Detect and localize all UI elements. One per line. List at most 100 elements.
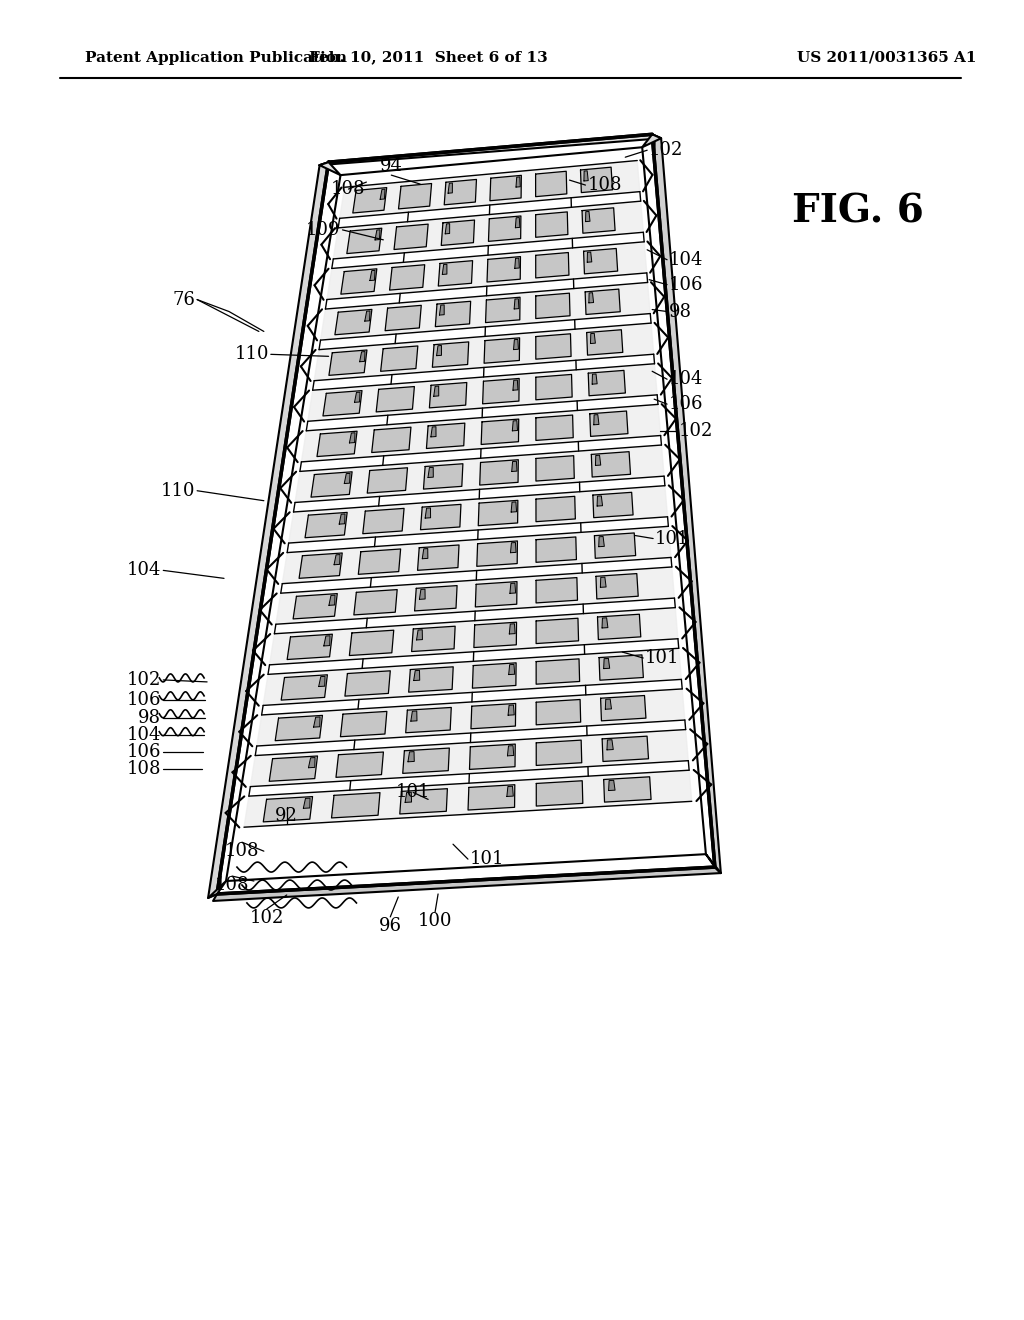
Polygon shape bbox=[340, 161, 640, 218]
Polygon shape bbox=[484, 338, 519, 363]
Polygon shape bbox=[488, 216, 521, 242]
Polygon shape bbox=[308, 364, 657, 421]
Polygon shape bbox=[510, 583, 516, 594]
Polygon shape bbox=[515, 218, 520, 228]
Polygon shape bbox=[599, 536, 604, 546]
Polygon shape bbox=[422, 549, 428, 558]
Polygon shape bbox=[509, 664, 515, 675]
Polygon shape bbox=[591, 334, 595, 343]
Polygon shape bbox=[344, 474, 350, 483]
Text: 106: 106 bbox=[127, 743, 162, 760]
Polygon shape bbox=[385, 305, 421, 331]
Text: 101: 101 bbox=[470, 850, 505, 869]
Polygon shape bbox=[511, 502, 516, 512]
Polygon shape bbox=[588, 371, 626, 396]
Polygon shape bbox=[318, 676, 325, 686]
Polygon shape bbox=[319, 162, 341, 176]
Polygon shape bbox=[439, 305, 444, 315]
Polygon shape bbox=[376, 387, 415, 412]
Polygon shape bbox=[536, 334, 571, 359]
Polygon shape bbox=[317, 432, 357, 457]
Text: 94: 94 bbox=[380, 157, 402, 176]
Polygon shape bbox=[537, 618, 579, 644]
Text: 76: 76 bbox=[172, 290, 196, 309]
Text: 101: 101 bbox=[396, 784, 430, 801]
Polygon shape bbox=[335, 309, 372, 335]
Polygon shape bbox=[587, 252, 592, 263]
Polygon shape bbox=[359, 351, 365, 362]
Text: 110: 110 bbox=[234, 346, 269, 363]
Polygon shape bbox=[269, 607, 678, 665]
Polygon shape bbox=[299, 553, 342, 578]
Polygon shape bbox=[263, 648, 681, 705]
Polygon shape bbox=[295, 445, 665, 503]
Polygon shape bbox=[353, 187, 387, 213]
Text: 92: 92 bbox=[275, 808, 298, 825]
Polygon shape bbox=[536, 213, 568, 238]
Polygon shape bbox=[602, 737, 648, 762]
Polygon shape bbox=[415, 586, 457, 611]
Polygon shape bbox=[426, 424, 465, 449]
Polygon shape bbox=[438, 260, 473, 286]
Polygon shape bbox=[652, 135, 721, 873]
Polygon shape bbox=[472, 663, 516, 688]
Text: Feb. 10, 2011  Sheet 6 of 13: Feb. 10, 2011 Sheet 6 of 13 bbox=[309, 50, 548, 65]
Polygon shape bbox=[507, 787, 513, 796]
Polygon shape bbox=[487, 256, 520, 282]
Polygon shape bbox=[381, 346, 418, 371]
Polygon shape bbox=[594, 414, 599, 425]
Polygon shape bbox=[340, 711, 387, 737]
Text: US 2011/0031365 A1: US 2011/0031365 A1 bbox=[797, 50, 976, 65]
Polygon shape bbox=[354, 590, 397, 615]
Polygon shape bbox=[329, 350, 367, 375]
Polygon shape bbox=[511, 543, 516, 553]
Polygon shape bbox=[431, 426, 436, 437]
Polygon shape bbox=[536, 414, 573, 441]
Polygon shape bbox=[354, 392, 360, 403]
Polygon shape bbox=[333, 201, 643, 259]
Polygon shape bbox=[402, 748, 450, 774]
Polygon shape bbox=[368, 467, 408, 494]
Polygon shape bbox=[398, 183, 431, 209]
Polygon shape bbox=[706, 854, 721, 873]
Polygon shape bbox=[593, 492, 633, 517]
Polygon shape bbox=[537, 700, 581, 725]
Polygon shape bbox=[479, 459, 518, 484]
Text: 104: 104 bbox=[669, 370, 703, 388]
Polygon shape bbox=[445, 223, 450, 234]
Polygon shape bbox=[389, 265, 425, 290]
Polygon shape bbox=[362, 508, 404, 533]
Polygon shape bbox=[605, 700, 611, 709]
Polygon shape bbox=[341, 269, 377, 294]
Text: 110: 110 bbox=[161, 482, 196, 500]
Polygon shape bbox=[250, 730, 688, 787]
Polygon shape bbox=[536, 172, 567, 197]
Polygon shape bbox=[334, 554, 340, 565]
Polygon shape bbox=[485, 297, 520, 322]
Polygon shape bbox=[508, 705, 514, 715]
Text: 102: 102 bbox=[649, 141, 684, 160]
Polygon shape bbox=[380, 189, 385, 199]
Text: 108: 108 bbox=[215, 876, 249, 894]
Polygon shape bbox=[420, 589, 425, 599]
Polygon shape bbox=[602, 618, 608, 628]
Polygon shape bbox=[536, 252, 569, 279]
Polygon shape bbox=[275, 568, 675, 624]
Polygon shape bbox=[208, 162, 329, 898]
Polygon shape bbox=[603, 659, 609, 669]
Text: 106: 106 bbox=[127, 690, 162, 709]
Polygon shape bbox=[585, 289, 621, 314]
Polygon shape bbox=[305, 512, 347, 537]
Polygon shape bbox=[435, 301, 471, 326]
Polygon shape bbox=[642, 135, 662, 148]
Text: 96: 96 bbox=[379, 917, 401, 935]
Polygon shape bbox=[537, 780, 583, 807]
Polygon shape bbox=[358, 549, 400, 574]
Polygon shape bbox=[589, 293, 594, 302]
Polygon shape bbox=[411, 711, 417, 721]
Polygon shape bbox=[436, 346, 441, 355]
Polygon shape bbox=[537, 741, 582, 766]
Polygon shape bbox=[536, 293, 570, 318]
Polygon shape bbox=[424, 463, 463, 490]
Polygon shape bbox=[584, 170, 588, 181]
